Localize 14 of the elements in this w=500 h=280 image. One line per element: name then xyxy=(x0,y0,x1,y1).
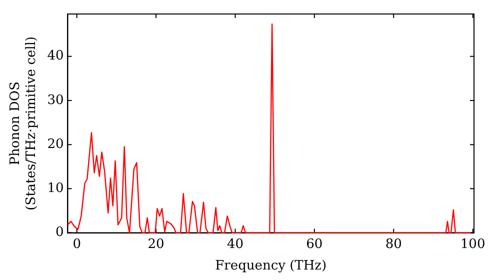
y-tick-label: 40 xyxy=(47,48,64,64)
x-axis-title: Frequency (THz) xyxy=(215,258,327,274)
x-tick-label: 60 xyxy=(306,236,323,252)
y-tick-label: 30 xyxy=(47,92,64,108)
x-tick-label: 20 xyxy=(148,236,164,252)
x-tick-label: 100 xyxy=(460,236,486,252)
text: Phonon DOS xyxy=(8,82,24,166)
y-tick-label: 0 xyxy=(55,225,64,240)
y-tick-label: 20 xyxy=(47,136,64,152)
x-tick-label: 0 xyxy=(72,236,81,252)
y-tick-label: 10 xyxy=(47,181,64,196)
x-tick-label: 80 xyxy=(385,236,402,252)
x-tick-label: 40 xyxy=(226,236,244,252)
text: (States/THz·primitive cell) xyxy=(24,36,39,210)
